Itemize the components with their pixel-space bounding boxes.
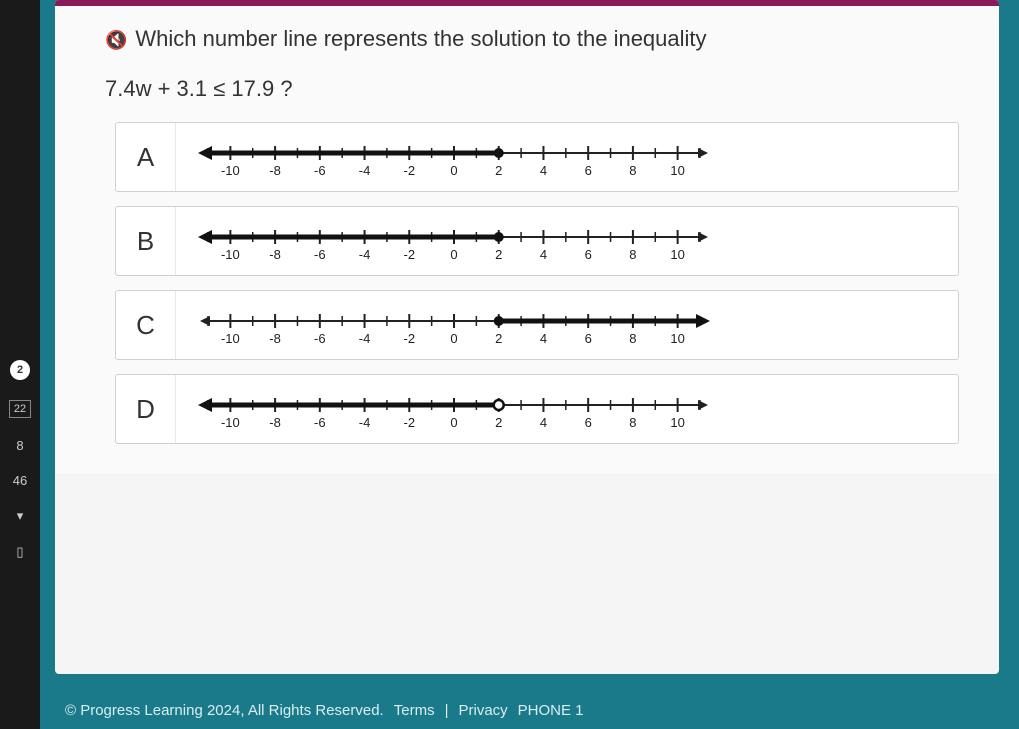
number-line: -10 -8 -6 -4 -2 0 2 4 6 8 10: [194, 385, 714, 435]
svg-text:6: 6: [585, 163, 592, 178]
choice-label: B: [116, 207, 176, 275]
sidebar-badge[interactable]: 2: [10, 360, 30, 380]
content-panel: 🔇 Which number line represents the solut…: [55, 0, 999, 674]
numberline-container: -10 -8 -6 -4 -2 0 2 4 6 8 10: [176, 293, 958, 357]
svg-text:4: 4: [540, 331, 547, 346]
number-line: -10 -8 -6 -4 -2 0 2 4 6 8 10: [194, 217, 714, 267]
answer-choice-a[interactable]: A -10 -8 -6 -4 -2 0 2 4 6 8 10: [115, 122, 959, 192]
copyright-text: © Progress Learning 2024, All Rights Res…: [65, 702, 384, 719]
answer-choice-d[interactable]: D -10 -8 -6 -4 -2 0 2 4 6 8 10: [115, 374, 959, 444]
numberline-container: -10 -8 -6 -4 -2 0 2 4 6 8 10: [176, 209, 958, 273]
answer-choice-b[interactable]: B -10 -8 -6 -4 -2 0 2 4 6 8 10: [115, 206, 959, 276]
number-line: -10 -8 -6 -4 -2 0 2 4 6 8 10: [194, 301, 714, 351]
svg-text:10: 10: [670, 331, 684, 346]
svg-text:-2: -2: [403, 331, 415, 346]
choice-label: C: [116, 291, 176, 359]
svg-text:-8: -8: [269, 247, 281, 262]
svg-text:-10: -10: [221, 331, 240, 346]
svg-text:2: 2: [495, 331, 502, 346]
question-prompt: Which number line represents the solutio…: [135, 26, 706, 52]
svg-text:2: 2: [495, 163, 502, 178]
svg-text:8: 8: [629, 163, 636, 178]
svg-text:-4: -4: [359, 331, 371, 346]
svg-text:-8: -8: [269, 331, 281, 346]
numberline-container: -10 -8 -6 -4 -2 0 2 4 6 8 10: [176, 377, 958, 441]
svg-text:8: 8: [629, 247, 636, 262]
svg-text:-8: -8: [269, 415, 281, 430]
answer-choice-c[interactable]: C -10 -8 -6 -4 -2 0 2 4 6 8 10: [115, 290, 959, 360]
svg-text:2: 2: [495, 247, 502, 262]
svg-text:-2: -2: [403, 415, 415, 430]
svg-text:0: 0: [450, 247, 457, 262]
svg-text:-6: -6: [314, 415, 326, 430]
sidebar-number-2: 46: [13, 473, 27, 488]
svg-text:10: 10: [670, 247, 684, 262]
svg-text:0: 0: [450, 415, 457, 430]
number-line: -10 -8 -6 -4 -2 0 2 4 6 8 10: [194, 133, 714, 183]
speaker-icon[interactable]: 🔇: [105, 30, 127, 51]
svg-text:-8: -8: [269, 163, 281, 178]
numberline-container: -10 -8 -6 -4 -2 0 2 4 6 8 10: [176, 125, 958, 189]
svg-text:0: 0: [450, 163, 457, 178]
svg-text:-2: -2: [403, 163, 415, 178]
sidebar-number-1: 8: [16, 438, 23, 453]
choice-label: D: [116, 375, 176, 443]
page-footer: © Progress Learning 2024, All Rights Res…: [55, 702, 1019, 719]
left-sidebar: 2 22 8 46 ▾ ▯: [0, 0, 40, 729]
svg-text:-4: -4: [359, 415, 371, 430]
choice-label: A: [116, 123, 176, 191]
inequality-expression: 7.4w + 3.1 ≤ 17.9 ?: [105, 76, 959, 102]
device-icon: ▯: [16, 544, 23, 560]
terms-link[interactable]: Terms: [394, 702, 435, 719]
svg-text:8: 8: [629, 331, 636, 346]
svg-text:-2: -2: [403, 247, 415, 262]
svg-text:-4: -4: [359, 247, 371, 262]
svg-text:6: 6: [585, 331, 592, 346]
svg-text:-6: -6: [314, 331, 326, 346]
svg-text:0: 0: [450, 331, 457, 346]
svg-text:-6: -6: [314, 163, 326, 178]
svg-text:2: 2: [495, 415, 502, 430]
svg-text:10: 10: [670, 415, 684, 430]
sidebar-box[interactable]: 22: [9, 400, 31, 418]
svg-text:10: 10: [670, 163, 684, 178]
svg-text:-10: -10: [221, 163, 240, 178]
svg-text:-10: -10: [221, 247, 240, 262]
svg-text:4: 4: [540, 163, 547, 178]
wifi-icon: ▾: [17, 508, 24, 524]
phone-label: PHONE 1: [518, 702, 584, 719]
svg-text:6: 6: [585, 415, 592, 430]
svg-text:6: 6: [585, 247, 592, 262]
svg-text:-4: -4: [359, 163, 371, 178]
svg-text:-10: -10: [221, 415, 240, 430]
svg-text:8: 8: [629, 415, 636, 430]
privacy-link[interactable]: Privacy: [458, 702, 507, 719]
answer-choices: A-10-8-6-4-20246810B-10-8-6-4-20246810C-…: [105, 122, 959, 444]
svg-text:4: 4: [540, 415, 547, 430]
svg-text:4: 4: [540, 247, 547, 262]
svg-text:-6: -6: [314, 247, 326, 262]
